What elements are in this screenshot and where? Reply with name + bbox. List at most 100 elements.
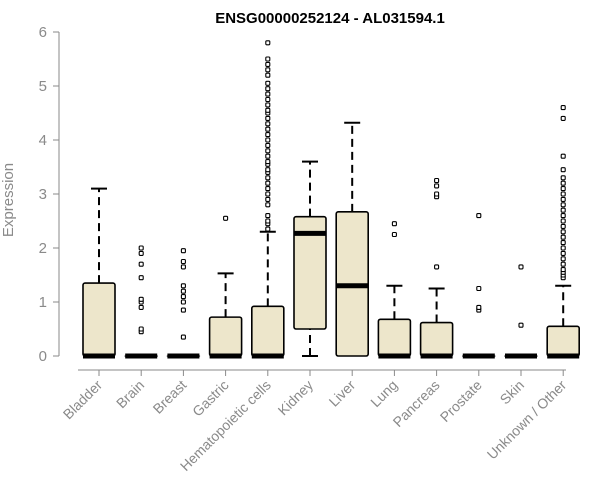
outlier-point (265, 132, 271, 138)
outlier-point (391, 221, 397, 227)
outlier-point (265, 40, 271, 46)
iqr-box (251, 305, 285, 357)
outlier-point (138, 304, 144, 310)
outlier-point (265, 86, 271, 92)
outlier-point (223, 215, 229, 221)
outlier-point (265, 213, 271, 219)
outlier-point (265, 137, 271, 143)
outlier-point (138, 245, 144, 251)
x-tick-label: Prostate (437, 377, 485, 425)
outlier-point (560, 213, 566, 219)
outlier-point (265, 107, 271, 113)
x-tick-label: Liver (326, 377, 359, 410)
iqr-box (293, 215, 327, 330)
outlier-point (265, 91, 271, 97)
outlier-point (560, 167, 566, 173)
outlier-point (180, 288, 186, 294)
outlier-point (560, 218, 566, 224)
outlier-point (560, 186, 566, 192)
iqr-box (419, 321, 454, 357)
outlier-point (265, 175, 271, 181)
outlier-point (560, 245, 566, 251)
outlier-point (265, 226, 271, 232)
outlier-point (518, 264, 524, 270)
outlier-point (560, 115, 566, 121)
outlier-point (180, 264, 186, 270)
outlier-point (560, 223, 566, 229)
outlier-point (265, 102, 271, 108)
x-tick-label: Lung (367, 377, 400, 410)
outlier-point (560, 175, 566, 181)
outlier-point (560, 234, 566, 240)
y-tick-label: 1 (39, 294, 47, 311)
outlier-point (265, 218, 271, 224)
outlier-point (180, 299, 186, 305)
outlier-point (265, 153, 271, 159)
y-tick-label: 3 (39, 186, 47, 203)
outlier-point (560, 191, 566, 197)
outlier-point (265, 186, 271, 192)
outlier-point (560, 153, 566, 159)
outlier-point (265, 191, 271, 197)
outlier-point (560, 261, 566, 267)
outlier-point (265, 56, 271, 62)
outlier-point (180, 307, 186, 313)
outlier-point (434, 183, 440, 189)
outlier-point (265, 126, 271, 132)
outlier-point (265, 72, 271, 78)
outlier-point (391, 231, 397, 238)
outlier-point (138, 261, 144, 267)
x-tick-label: Brain (113, 377, 147, 411)
outlier-point (138, 275, 144, 281)
outlier-point (180, 334, 186, 340)
outlier-point (265, 96, 271, 103)
outlier-point (560, 196, 566, 202)
iqr-box (82, 282, 116, 357)
outlier-point (265, 167, 271, 173)
outlier-point (476, 213, 482, 219)
y-tick-label: 2 (39, 240, 47, 257)
y-tick-label: 5 (39, 78, 47, 95)
outlier-point (265, 148, 271, 154)
outlier-point (180, 248, 186, 254)
outlier-point (265, 61, 271, 67)
outlier-point (265, 67, 271, 73)
y-tick-label: 6 (39, 24, 47, 41)
outlier-point (560, 256, 566, 262)
y-tick-label: 4 (39, 132, 47, 149)
outlier-point (434, 191, 440, 197)
outlier-point (138, 250, 144, 256)
iqr-box (377, 318, 412, 357)
outlier-point (180, 294, 186, 300)
outlier-point (560, 105, 566, 111)
outlier-point (560, 207, 566, 213)
x-tick-label: Skin (497, 377, 528, 408)
outlier-point (265, 115, 271, 121)
outlier-point (265, 202, 271, 208)
x-tick-label: Unknown / Other (484, 377, 570, 463)
outlier-point (518, 322, 524, 328)
outlier-point (560, 240, 566, 246)
outlier-point (265, 159, 271, 165)
outlier-point (560, 229, 566, 235)
x-tick-label: Kidney (275, 377, 317, 419)
outlier-point (476, 304, 482, 310)
outlier-point (560, 267, 566, 273)
outlier-point (560, 202, 566, 208)
y-tick-label: 0 (39, 348, 47, 365)
outlier-point (265, 121, 271, 127)
outlier-point (180, 283, 186, 289)
outlier-point (560, 180, 566, 186)
outlier-point (476, 285, 482, 292)
outlier-point (265, 142, 271, 148)
outlier-point (265, 180, 271, 186)
chart-title: ENSG00000252124 - AL031594.1 (215, 10, 445, 27)
outlier-point (560, 250, 566, 256)
outlier-point (180, 258, 186, 265)
iqr-box (546, 325, 581, 357)
outlier-point (434, 264, 440, 270)
x-tick-label: Bladder (60, 377, 106, 423)
x-tick-label: Pancreas (390, 377, 443, 430)
